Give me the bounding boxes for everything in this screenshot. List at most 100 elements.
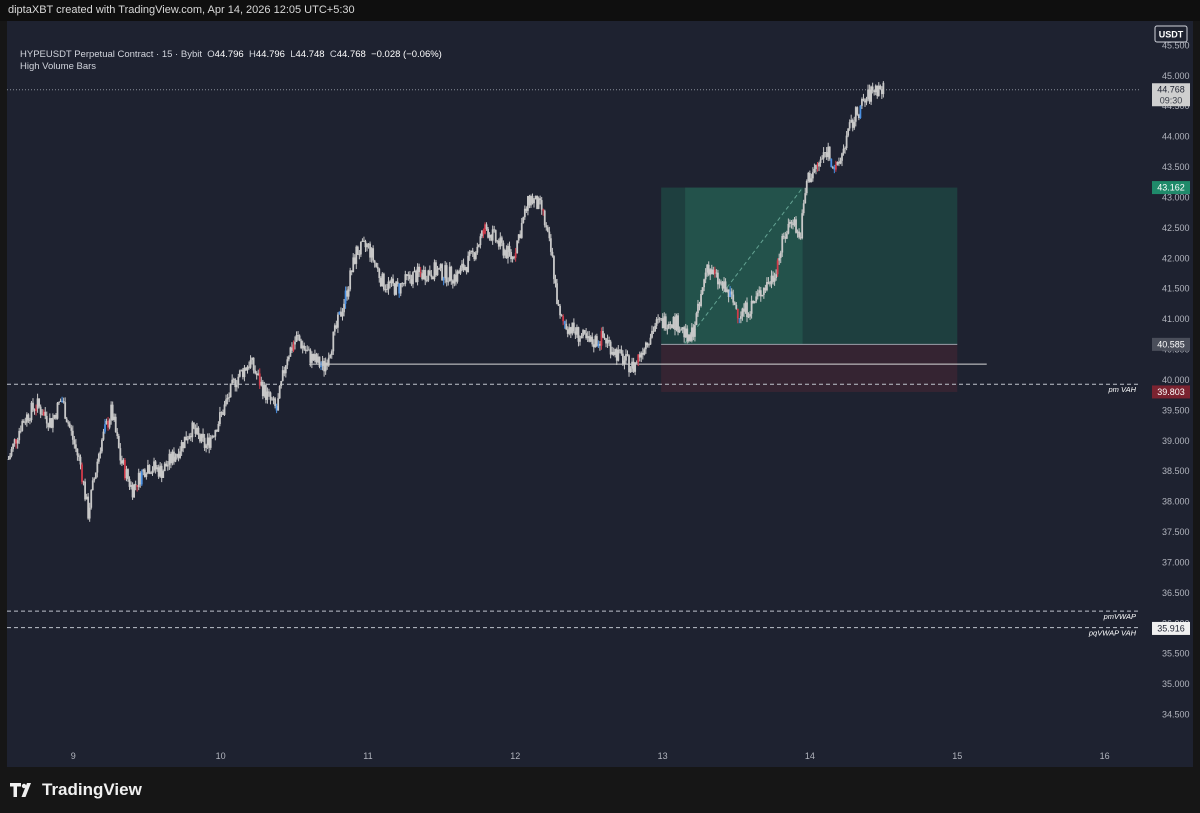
candle <box>68 423 71 428</box>
candle <box>286 359 289 366</box>
candle <box>278 386 281 399</box>
candle <box>291 347 293 351</box>
candle <box>73 439 76 445</box>
price-tag-value: 44.768 <box>1157 85 1185 95</box>
candle <box>568 327 571 334</box>
candle <box>71 430 74 440</box>
candle <box>298 335 301 341</box>
candle <box>338 311 341 315</box>
candle <box>669 324 672 325</box>
x-tick-label: 11 <box>363 751 372 761</box>
candle <box>395 281 398 295</box>
candle <box>176 454 178 457</box>
candle <box>654 325 656 332</box>
candle <box>582 330 584 337</box>
candle <box>494 230 497 242</box>
candle <box>337 314 339 328</box>
candle <box>428 270 431 275</box>
candle <box>27 414 30 421</box>
candle <box>497 240 500 247</box>
candle <box>182 442 185 449</box>
candle <box>671 324 673 328</box>
candle <box>801 213 804 239</box>
candle <box>580 336 583 339</box>
currency-button[interactable]: USDT <box>1154 25 1188 43</box>
candle <box>462 263 465 271</box>
candle <box>729 291 732 298</box>
candle <box>491 229 494 241</box>
candle <box>113 416 116 421</box>
candle <box>510 252 512 260</box>
candle <box>240 369 243 371</box>
candle <box>802 203 805 214</box>
price-tag-value: 35.916 <box>1157 623 1185 633</box>
candle <box>594 336 597 348</box>
candle <box>667 324 670 329</box>
candle <box>390 278 393 284</box>
candle <box>603 337 606 339</box>
candle <box>617 349 620 361</box>
candle <box>842 148 845 154</box>
candle <box>366 244 368 248</box>
candle <box>484 224 486 234</box>
candle <box>704 272 707 280</box>
candle <box>781 235 784 253</box>
target-zone[interactable] <box>661 187 958 345</box>
candle <box>117 435 120 449</box>
candle <box>79 456 82 465</box>
candle <box>482 230 485 234</box>
chart-area[interactable]: pm VAH pmVWAP pqVWAP VAH 34.500 35.000 35.50… <box>7 21 1193 767</box>
candle <box>857 114 860 119</box>
legend-close-label: C <box>329 49 337 60</box>
candle <box>537 198 540 209</box>
candle <box>441 264 443 281</box>
candle <box>147 465 149 474</box>
candle <box>327 357 330 366</box>
candle <box>454 274 457 282</box>
candle <box>730 291 733 295</box>
tradingview-logo[interactable]: TradingView <box>10 780 142 800</box>
candle <box>818 163 820 167</box>
candle <box>687 334 690 342</box>
candle <box>838 162 840 164</box>
candle <box>808 172 811 183</box>
candle <box>344 290 347 304</box>
candle <box>280 381 283 387</box>
candle <box>631 361 633 369</box>
price-chart[interactable]: pm VAH pmVWAP pqVWAP VAH 34.500 35.000 35.50… <box>7 21 1193 767</box>
candle <box>402 283 405 285</box>
candle <box>124 460 126 479</box>
candle <box>559 305 561 316</box>
candle <box>675 315 678 330</box>
candle <box>736 308 739 319</box>
candle <box>384 289 387 290</box>
candle <box>450 266 453 281</box>
candle <box>168 453 171 465</box>
stop-zone[interactable] <box>661 344 958 392</box>
candle <box>583 330 586 334</box>
candle <box>346 290 348 297</box>
candle <box>163 463 166 472</box>
candle <box>664 316 667 330</box>
candle <box>312 353 315 361</box>
level-label-2: pqVWAP VAH <box>1088 629 1137 638</box>
candle <box>370 248 373 258</box>
candle <box>487 228 489 238</box>
candle <box>271 399 273 401</box>
candle <box>52 417 54 428</box>
candle <box>632 361 635 372</box>
candle <box>249 359 252 368</box>
candle <box>185 436 188 441</box>
candle <box>196 427 198 434</box>
candle <box>258 373 261 386</box>
candle <box>470 250 473 252</box>
candle <box>612 351 615 355</box>
candle <box>461 263 463 268</box>
candle <box>105 420 108 425</box>
candle <box>90 490 93 508</box>
candle <box>836 162 839 165</box>
candle <box>22 421 25 423</box>
candle <box>753 301 756 303</box>
candle <box>292 344 295 351</box>
x-tick-label: 16 <box>1100 751 1110 761</box>
